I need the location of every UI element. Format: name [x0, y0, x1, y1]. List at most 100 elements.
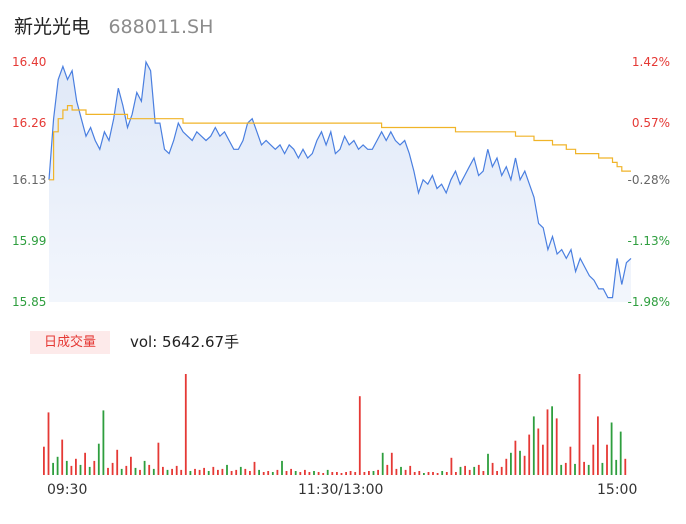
percent-tick-label: 1.42%: [631, 55, 670, 69]
volume-bar: [285, 471, 288, 475]
volume-bar: [203, 467, 205, 475]
volume-bar: [299, 472, 302, 475]
volume-bar: [519, 450, 521, 475]
volume-bar: [423, 473, 425, 475]
stock-name: 新光光电: [14, 16, 91, 38]
volume-bar: [569, 446, 572, 475]
volume-bar: [139, 469, 141, 475]
volume-bar: [290, 468, 292, 475]
time-tick-label: 15:00: [597, 482, 638, 498]
volume-bar: [500, 466, 503, 475]
volume-bar: [326, 469, 329, 475]
volume-bar: [496, 471, 498, 475]
volume-readout: vol: 5642.67手: [130, 333, 240, 351]
volume-bar: [464, 465, 466, 475]
volume-bar: [43, 446, 45, 475]
volume-bar: [276, 469, 279, 475]
volume-bar: [56, 456, 59, 475]
volume-bar: [308, 472, 311, 475]
volume-bar: [409, 465, 412, 475]
volume-bar: [468, 469, 471, 475]
volume-bar: [116, 449, 119, 476]
volume-bar: [230, 471, 233, 475]
volume-bar: [253, 461, 256, 475]
volume-bar: [445, 472, 448, 475]
volume-bar: [386, 464, 389, 475]
price-tick-label: 16.13: [12, 172, 47, 187]
volume-bar: [313, 471, 315, 475]
volume-bar: [436, 473, 439, 475]
price-tick-label: 16.26: [12, 116, 47, 131]
volume-bar: [381, 452, 384, 475]
volume-bar: [70, 465, 73, 475]
volume-bar: [510, 452, 512, 475]
volume-bar: [189, 471, 192, 475]
volume-bar: [578, 374, 581, 475]
volume-bar: [134, 467, 137, 475]
time-tick-label: 11:30/13:00: [298, 482, 384, 498]
volume-bar: [487, 453, 489, 475]
volume-bar: [564, 462, 567, 475]
volume-bar: [505, 458, 508, 475]
volume-bar: [194, 468, 196, 475]
price-layer: [48, 60, 632, 302]
volume-bar: [583, 461, 585, 475]
volume-bar: [162, 466, 164, 475]
volume-bar: [395, 468, 398, 475]
volume-bar: [244, 468, 247, 475]
volume-bar: [304, 469, 306, 475]
volume-bar: [340, 473, 343, 475]
average-line: [49, 104, 631, 181]
volume-bar: [336, 472, 338, 475]
volume-bar: [551, 406, 553, 475]
volume-bar: [184, 374, 187, 475]
price-area: [49, 62, 631, 302]
volume-bar: [514, 440, 517, 475]
volume-bar: [413, 472, 416, 475]
volume-bar: [523, 455, 526, 475]
volume-bar: [281, 460, 283, 475]
volume-bar: [455, 472, 457, 475]
volume-badge[interactable]: 日成交量: [30, 331, 110, 354]
volume-bar: [93, 460, 96, 475]
volume-bar: [207, 471, 210, 475]
volume-bar: [477, 464, 480, 475]
volume-bar: [528, 434, 531, 475]
volume-bar: [97, 443, 100, 475]
volume-bar: [111, 462, 114, 475]
volume-bar: [624, 458, 627, 475]
volume-bar: [432, 472, 434, 475]
volume-bar: [610, 422, 613, 475]
volume-bar: [555, 418, 558, 475]
volume-bar: [75, 458, 77, 475]
volume-bar: [88, 466, 91, 475]
volume-bar: [441, 471, 444, 475]
volume-bar: [294, 471, 297, 475]
volume-bar: [317, 472, 320, 475]
volume-bar: [226, 464, 228, 475]
volume-bar: [198, 469, 201, 475]
volume-bar: [546, 409, 549, 476]
volume-bar: [152, 468, 155, 475]
volume-bar: [601, 462, 604, 475]
volume-bar: [592, 444, 595, 475]
volume-bar: [322, 473, 325, 475]
volume-bar: [459, 466, 462, 475]
volume-bar: [148, 464, 151, 475]
volume-bar: [532, 416, 535, 475]
volume-bar: [372, 471, 375, 475]
volume-bar: [249, 471, 251, 475]
volume-bar: [175, 465, 178, 475]
volume-bar: [267, 471, 270, 475]
volume-bar: [427, 472, 430, 475]
volume-bar: [47, 412, 50, 475]
volume-bar: [491, 462, 494, 475]
volume-layer: [43, 374, 627, 476]
volume-bar: [271, 472, 274, 475]
title-row: 新光光电 688011.SH: [14, 12, 213, 40]
volume-bar: [615, 459, 618, 475]
volume-bar: [482, 471, 485, 475]
volume-bar: [560, 464, 563, 475]
percent-tick-label: -1.13%: [627, 233, 670, 248]
